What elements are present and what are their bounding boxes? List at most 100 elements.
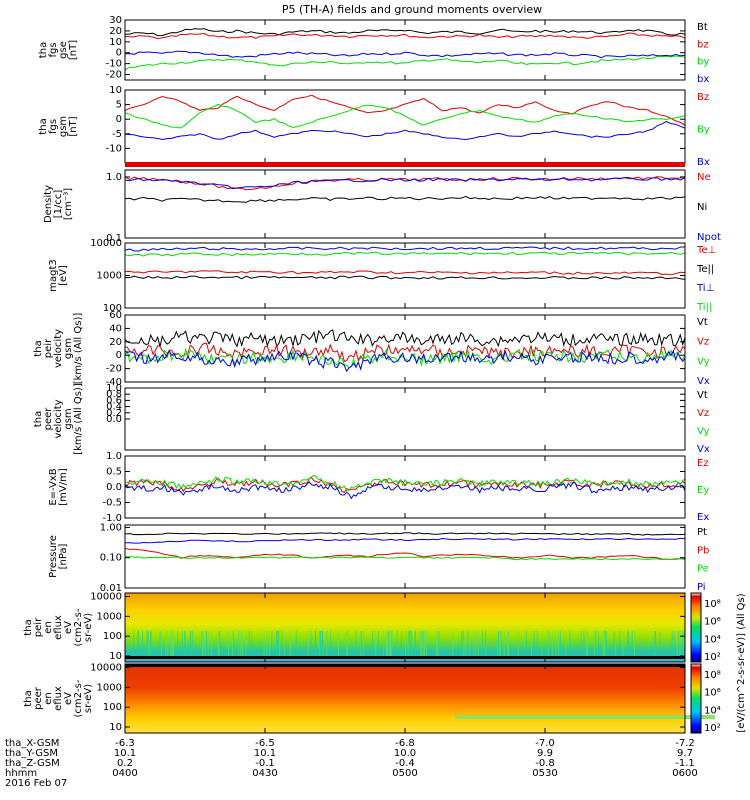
footer-value: 9.9 (537, 748, 553, 759)
legend-entry: Ex (697, 512, 709, 523)
series-line-Pe (125, 556, 685, 561)
y-axis-label-line: sr-eV) (83, 613, 94, 642)
colorbar-tick-label: 10⁴ (704, 705, 721, 716)
panel-10: 10000 1000 100 10 tha peer en eflux eV (cm2-s-sr-… (23, 662, 715, 734)
colorbar-tick-label: 10⁸ (704, 599, 721, 610)
y-axis-label-line: gsm (58, 116, 69, 137)
y-tick-label: 10000 (90, 591, 122, 602)
panel-4: 10000 1000 100 magt3 [eV] Te⊥ Te|| Ti⊥ Ti|| (48, 238, 716, 314)
footer-value: 0530 (532, 768, 557, 779)
spectrogram-band (455, 715, 715, 720)
y-tick-label: 40 (109, 323, 122, 334)
series-line-Pb (125, 547, 685, 560)
y-axis-label-line: eV (63, 692, 74, 705)
colorbar-tick-label: 10² (704, 723, 721, 734)
y-axis-label: tha peir en eflux eV (cm2-s-sr-eV) (23, 608, 94, 646)
y-tick-label: 0.8 (106, 389, 122, 400)
legend-entry: By (697, 125, 710, 136)
panel-7: 1.0 0.5 0.0 -0.5 -1.0 E=-VxB [mV/m] Ez Ey Ex (48, 451, 709, 524)
y-tick-label: 1000 (97, 682, 122, 693)
y-axis-label-line: [cm⁻³] (63, 188, 74, 220)
series-line-Pt (125, 532, 685, 536)
y-tick-label: -5 (112, 129, 122, 140)
panel-5: 60 40 20 0 -20 -40 tha peir velocity gsm [km/s (Al… (33, 310, 710, 388)
flag-bar (125, 162, 685, 167)
y-axis-label-line: fgs (48, 42, 59, 57)
footer-value: 0400 (112, 768, 137, 779)
series-line-Te|| (125, 275, 685, 280)
y-axis-label-line: fgs (48, 119, 59, 134)
legend-entry: Vx (697, 376, 710, 387)
footer-row-label: 2016 Feb 07 (5, 778, 67, 789)
footer-value: -6.5 (255, 738, 275, 749)
y-tick-label: 1.0 (106, 383, 122, 394)
panel-9: 10000 1000 100 10 tha peir en eflux eV (cm2-s-sr-… (23, 591, 686, 663)
y-tick-label: 100 (103, 702, 122, 713)
y-axis-label-line: (cm2-s- (73, 608, 84, 646)
legend-entry: Ey (697, 485, 709, 496)
y-tick-label: 10 (109, 37, 122, 48)
series-line-Vz (125, 342, 685, 363)
footer-value: 10.1 (254, 748, 276, 759)
footer-value: -0.8 (535, 758, 555, 769)
y-axis-label-line: tha (23, 690, 34, 706)
y-tick-label: 1.00 (100, 522, 122, 533)
y-tick-label: 10 (109, 651, 122, 662)
panel-3: 1.0 0.1 Density [1/cc] [cm⁻³] Ne Ni Npot (43, 162, 721, 244)
panel-6: 1.00.80.60.40.20.0 tha peer velocity gsm [km/… (33, 383, 710, 455)
y-tick-label: -1.0 (102, 513, 122, 524)
colorbar-tick-label: 10⁴ (704, 634, 721, 645)
y-axis-label-line: peir (43, 338, 54, 358)
y-axis-label: Density [1/cc] [cm⁻³] (43, 185, 74, 223)
y-axis-label: tha peer en eflux eV (cm2-s-sr-eV) (23, 679, 94, 717)
y-axis-label-line: gsm (63, 338, 74, 359)
footer-value: 10.1 (114, 748, 136, 759)
y-tick-label: 10000 (90, 662, 122, 673)
y-axis-label-line: tha (23, 619, 34, 635)
series-line-bx (125, 50, 685, 59)
legend-entry: Te|| (696, 264, 714, 275)
legend-entry: Npot (697, 232, 721, 243)
legend-entry: Pi (697, 582, 706, 593)
legend-entry: Pb (697, 545, 709, 556)
footer-value: -1.1 (675, 758, 695, 769)
panel-frame (124, 387, 686, 451)
series-line-Bt (125, 28, 685, 37)
colorbar-strip (690, 592, 702, 663)
series-line-Ey (125, 474, 685, 492)
series-line-Vx (125, 349, 685, 373)
legend-entry: Vy (697, 426, 710, 437)
legend-entry: Vz (697, 337, 709, 348)
footer-value: -0.1 (255, 758, 275, 769)
y-tick-label: 0 (116, 350, 122, 361)
y-axis-label-line: [km/s (All Qs)] (73, 383, 84, 455)
legend-entry: bx (697, 74, 709, 85)
y-axis-label-line: [km/s (All Qs)] (73, 313, 84, 385)
y-tick-label: -20 (106, 364, 122, 375)
y-axis-label: tha peir velocity gsm [km/s (All Qs)] (33, 313, 84, 385)
colorbar-tick-label: 10⁶ (704, 688, 721, 699)
y-tick-label: 20 (109, 337, 122, 348)
y-axis-label-line: gse (58, 41, 69, 59)
y-tick-label: 10 (109, 85, 122, 96)
y-tick-label: 0.10 (100, 553, 122, 564)
y-axis-label: tha fgs gsm [nT] (38, 116, 79, 137)
spectrogram (125, 664, 685, 733)
legend-entry: Ni (697, 202, 707, 213)
panel-8: 1.00 0.10 0.01 Pressure [nPa] Pt Pb Pe Pi (48, 522, 709, 594)
series-line-by (125, 55, 685, 71)
legend-entry: Te⊥ (696, 245, 716, 256)
series-line-Ti⊥ (125, 246, 685, 252)
colorbar-tick-label: 10⁶ (704, 617, 721, 628)
y-tick-label: 5 (116, 100, 122, 111)
y-tick-label: 0 (116, 48, 122, 59)
y-axis-label-line: gsm (63, 408, 74, 429)
y-tick-label: -20 (106, 70, 122, 81)
footer-value: 0430 (252, 768, 277, 779)
legend-entry: Bz (697, 92, 709, 103)
y-tick-label: 100 (103, 303, 122, 314)
y-axis-label-line: peer (43, 407, 54, 431)
footer-row-label: tha_Y-GSM (5, 748, 58, 759)
